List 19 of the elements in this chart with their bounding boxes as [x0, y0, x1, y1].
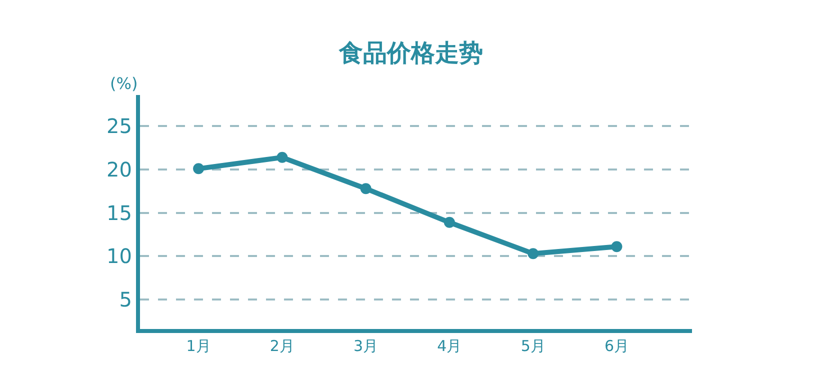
chart-title: 食品价格走势	[338, 38, 483, 67]
x-tick-label: 3月	[354, 337, 378, 355]
point	[360, 183, 372, 194]
point	[444, 216, 455, 228]
x-tick-label: 6月	[604, 337, 630, 355]
y-axis-title: (%)	[110, 74, 138, 93]
y-tick-label: 15	[106, 200, 132, 225]
x-tick-label: 5月	[520, 337, 546, 355]
x-tick-label: 1月	[186, 337, 211, 355]
y-tick-label: 10	[106, 244, 132, 268]
y-tick-label: 25	[106, 114, 132, 138]
point	[276, 152, 288, 163]
x-tick-label: 4月	[437, 337, 462, 355]
y-tick-label: 20	[106, 158, 132, 182]
point	[193, 163, 204, 174]
point	[528, 248, 539, 260]
point	[611, 241, 622, 252]
y-tick-label: 5	[119, 288, 132, 312]
x-tick-label: 2月	[270, 337, 294, 355]
